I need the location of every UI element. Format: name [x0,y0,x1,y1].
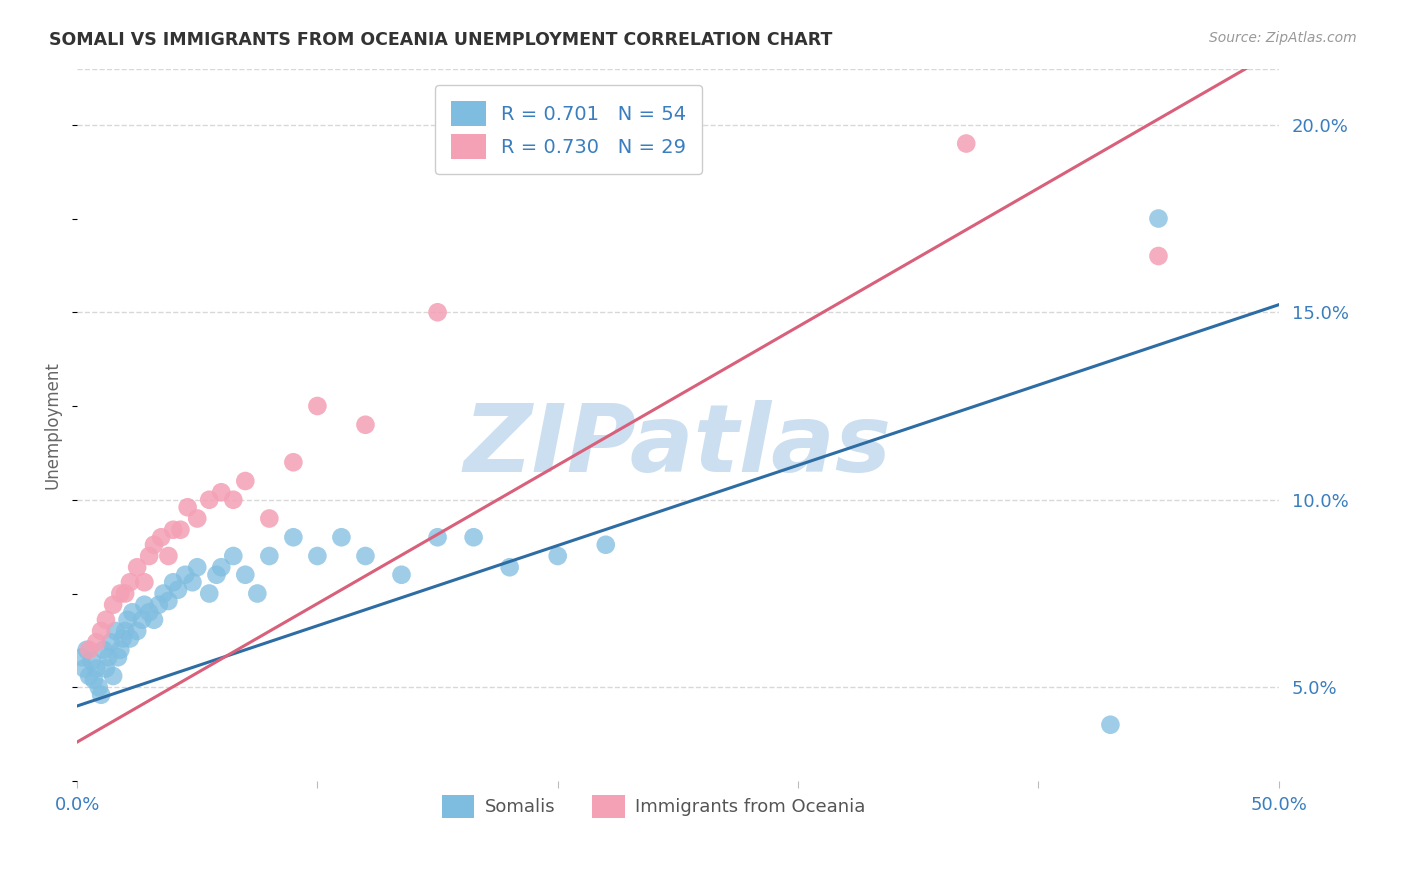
Point [143,613,166,627]
Point [283,530,305,544]
Point [118,575,141,590]
Point [186,511,208,525]
Point [176,500,198,515]
Point [121,605,143,619]
Text: Source: ZipAtlas.com: Source: ZipAtlas.com [1209,31,1357,45]
Point [138,605,160,619]
Point [86,661,108,675]
Point [246,586,269,600]
Point [97,650,120,665]
Point [198,586,221,600]
Point [100,635,122,649]
Point [73,661,96,675]
Point [134,598,156,612]
Point [426,530,449,544]
Point [70,650,93,665]
Point [307,549,329,563]
Point [1099,717,1122,731]
Point [131,613,153,627]
Point [307,399,329,413]
Point [157,594,180,608]
Point [259,549,281,563]
Point [86,635,108,649]
Point [222,492,245,507]
Text: SOMALI VS IMMIGRANTS FROM OCEANIA UNEMPLOYMENT CORRELATION CHART: SOMALI VS IMMIGRANTS FROM OCEANIA UNEMPL… [49,31,832,49]
Point [150,530,173,544]
Point [101,669,124,683]
Point [354,549,377,563]
Point [111,632,134,646]
Point [110,642,132,657]
Point [955,136,977,151]
Point [391,567,413,582]
Point [138,549,160,563]
Point [90,624,112,638]
Point [77,642,100,657]
Point [1147,249,1170,263]
Point [80,654,103,668]
Point [233,474,256,488]
Y-axis label: Unemployment: Unemployment [44,361,60,489]
Point [547,549,569,563]
Point [94,613,117,627]
Point [198,492,221,507]
Point [209,485,232,500]
Point [143,538,166,552]
Point [233,567,256,582]
Point [354,417,377,432]
Point [77,669,100,683]
Point [114,624,136,638]
Point [186,560,208,574]
Point [426,305,449,319]
Point [222,549,245,563]
Point [209,560,232,574]
Point [162,523,184,537]
Point [87,680,110,694]
Point [463,530,485,544]
Point [595,538,617,552]
Point [76,642,98,657]
Point [205,567,228,582]
Point [118,632,141,646]
Point [157,549,180,563]
Point [117,613,139,627]
Legend: Somalis, Immigrants from Oceania: Somalis, Immigrants from Oceania [434,788,873,825]
Point [101,598,124,612]
Point [94,661,117,675]
Point [110,586,132,600]
Point [169,523,191,537]
Text: ZIPatlas: ZIPatlas [464,401,891,492]
Point [93,642,115,657]
Point [152,586,174,600]
Point [134,575,156,590]
Point [83,673,105,687]
Point [104,624,127,638]
Point [1147,211,1170,226]
Point [114,586,136,600]
Point [162,575,184,590]
Point [174,567,197,582]
Point [181,575,204,590]
Point [283,455,305,469]
Point [127,624,149,638]
Point [259,511,281,525]
Point [167,582,190,597]
Point [107,650,129,665]
Point [90,688,112,702]
Point [498,560,520,574]
Point [148,598,170,612]
Point [330,530,353,544]
Point [127,560,149,574]
